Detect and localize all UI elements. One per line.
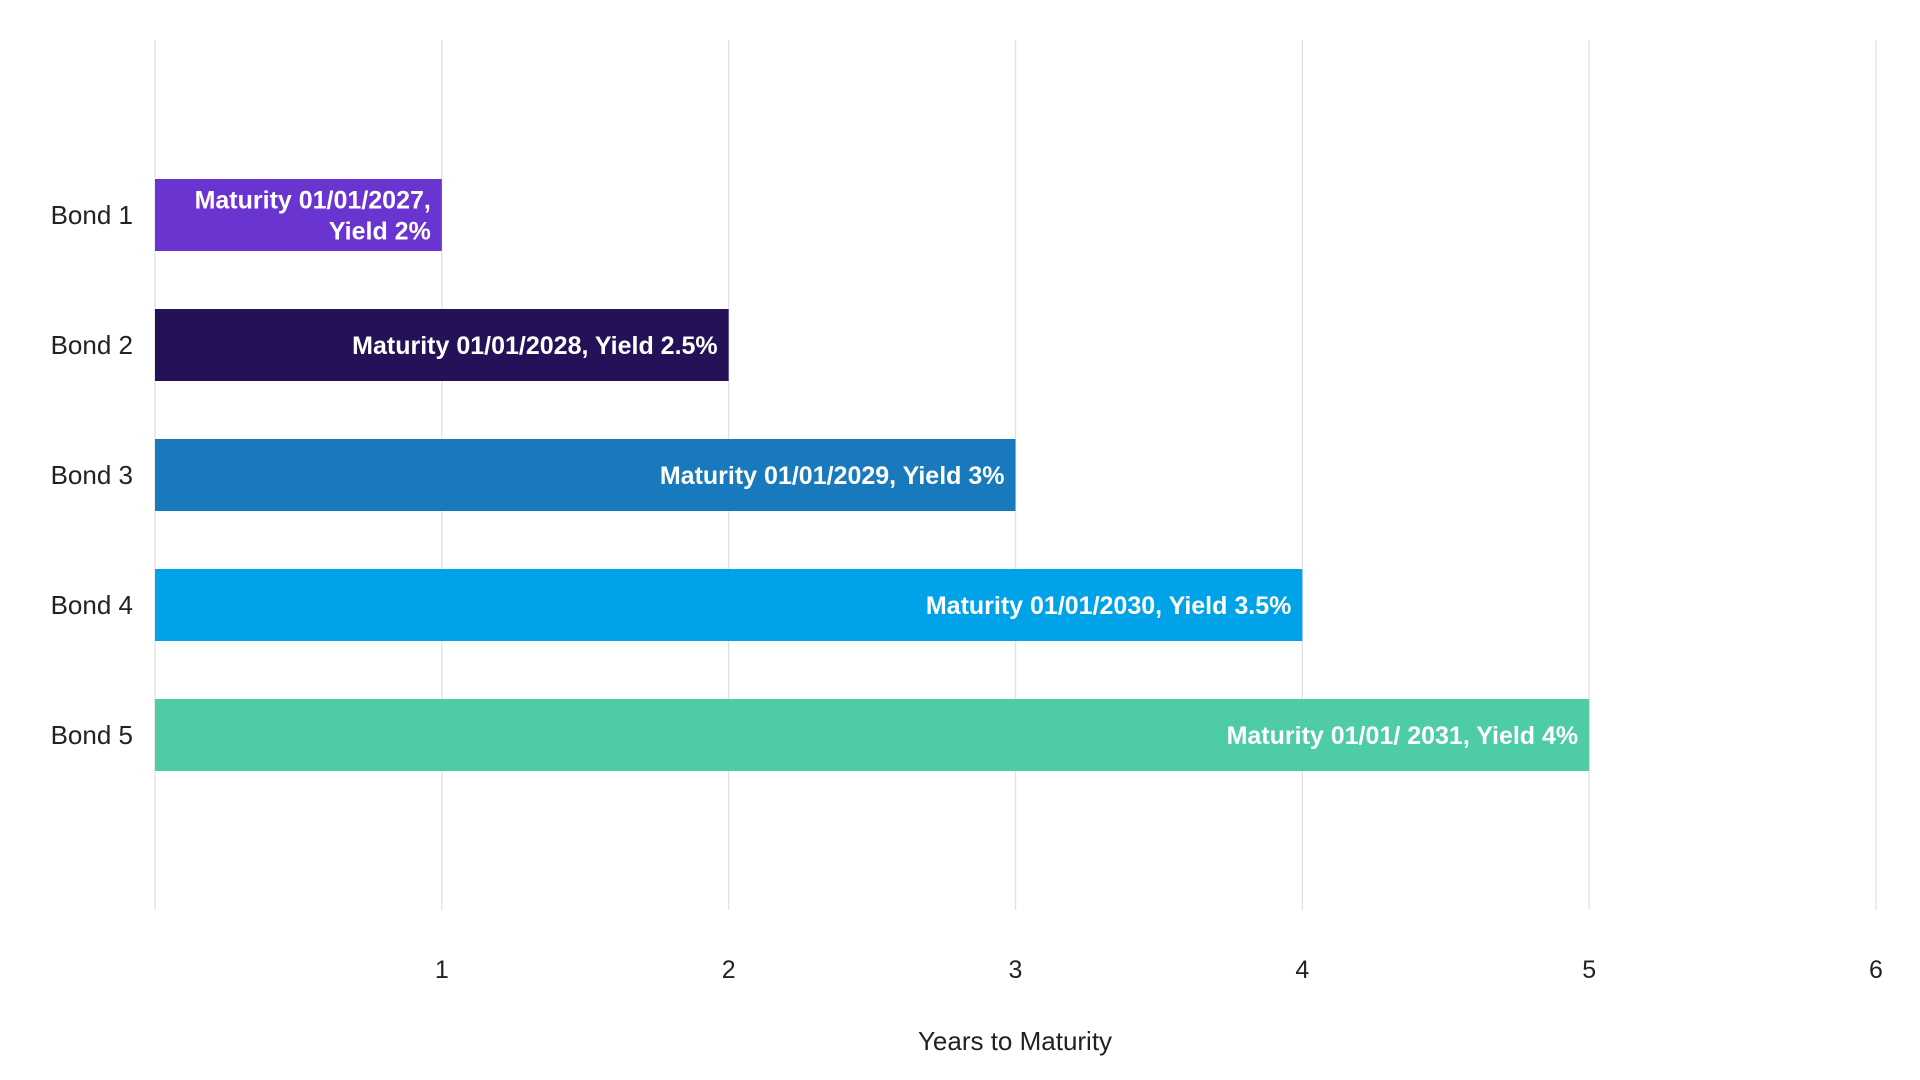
x-tick-label: 2: [722, 956, 736, 984]
category-label: Bond 1: [51, 200, 133, 230]
bar-2: [155, 309, 729, 381]
x-tick-label: 4: [1295, 956, 1309, 984]
category-label: Bond 3: [51, 460, 133, 490]
category-label: Bond 2: [51, 330, 133, 360]
x-tick-label: 6: [1869, 956, 1883, 984]
category-label: Bond 4: [51, 590, 133, 620]
bar-5: [155, 699, 1590, 771]
bar-1: [155, 179, 442, 251]
bar-4: [155, 569, 1303, 641]
category-label: Bond 5: [51, 720, 133, 750]
category-labels: Bond 1 Bond 2 Bond 3 Bond 4 Bond 5: [51, 200, 133, 750]
x-tick-label: 1: [435, 956, 449, 984]
bar-data-label: Maturity 01/01/2028, Yield 2.5%: [352, 332, 717, 360]
bar-labels: Maturity 01/01/2027, Yield 2% Maturity 01/…: [195, 187, 1579, 751]
bar-data-label: Maturity 01/01/2027, Yield 2%: [195, 187, 431, 246]
x-tick-label: 5: [1582, 956, 1596, 984]
x-tick-labels: 1 2 3 4 5 6: [435, 956, 1883, 984]
bar-3: [155, 439, 1016, 511]
bar-data-label: Maturity 01/01/2029, Yield 3%: [660, 462, 1005, 490]
x-axis-title: Years to Maturity: [918, 1026, 1112, 1056]
bars: [155, 179, 1590, 771]
bar-data-label: Maturity 01/01/ 2031, Yield 4%: [1227, 722, 1579, 750]
x-tick-label: 3: [1009, 956, 1023, 984]
bar-data-label: Maturity 01/01/2030, Yield 3.5%: [926, 592, 1291, 620]
